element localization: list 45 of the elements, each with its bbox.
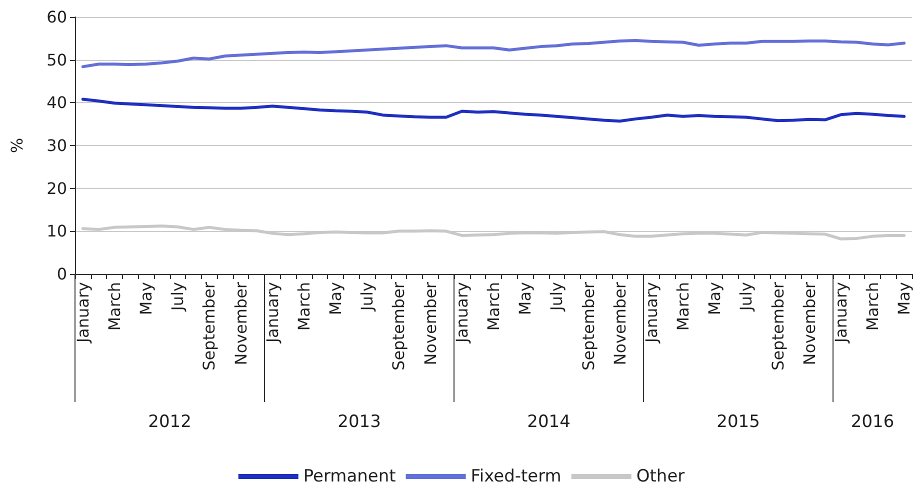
text: 2014 [527, 412, 570, 432]
x-tick-label: November [231, 282, 250, 366]
x-tick-label: May [705, 282, 724, 316]
x-tick-label: November [420, 282, 440, 366]
x-tick-label: November [610, 282, 630, 366]
y-axis-title: % [8, 138, 26, 154]
y-tick-label: 60 [46, 8, 67, 26]
y-tick-label: 10 [46, 222, 67, 241]
y-tick-label: 30 [46, 136, 67, 155]
x-tick-label: September [578, 282, 598, 370]
x-tick-label: March [104, 282, 124, 331]
x-tick-label: March [863, 282, 882, 331]
legend-label: Permanent [303, 466, 396, 486]
text: 2012 [148, 412, 192, 432]
y-tick-label: 20 [46, 178, 67, 198]
x-tick-label: January [452, 282, 472, 344]
y-tick-label: 50 [46, 50, 67, 70]
x-tick-label: May [136, 282, 156, 316]
x-tick-label: July [736, 282, 756, 312]
x-tick-label: July [168, 282, 188, 312]
text: 2013 [338, 412, 381, 432]
x-tick-label: November [800, 282, 819, 366]
line-series [81, 98, 906, 123]
x-tick-label: January [262, 282, 282, 344]
y-tick-label: 40 [46, 93, 67, 112]
x-tick-label: January [642, 282, 661, 344]
x-tick-label: September [200, 282, 219, 370]
x-tick-label: September [768, 282, 788, 370]
x-tick-label: March [294, 282, 314, 331]
x-tick-label: July [547, 282, 566, 312]
x-tick-label: July [358, 282, 377, 312]
x-tick-label: May [894, 282, 914, 316]
text: 2016 [850, 412, 894, 432]
text: 2015 [716, 412, 760, 432]
legend-label: Fixed-term [470, 466, 562, 486]
x-tick-label: March [674, 282, 693, 331]
x-tick-label: September [389, 282, 408, 370]
x-tick-label: May [326, 282, 346, 316]
x-tick-label: January [73, 282, 92, 344]
legend-label: Other [636, 466, 685, 486]
y-tick-label: 0 [56, 264, 67, 284]
x-tick-label: January [831, 282, 850, 344]
line-series [81, 39, 906, 68]
x-tick-label: May [516, 282, 535, 316]
x-tick-label: March [484, 282, 503, 331]
